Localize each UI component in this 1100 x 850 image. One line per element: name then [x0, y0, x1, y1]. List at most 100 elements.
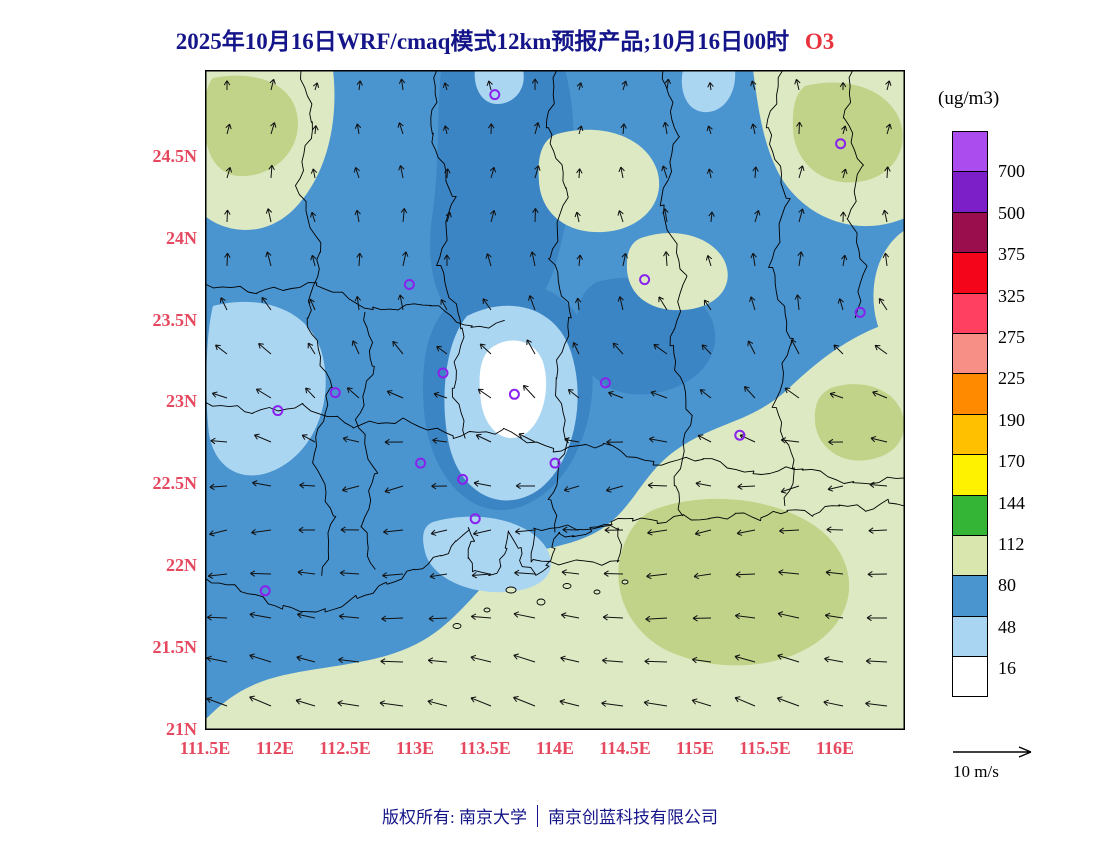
lon-tick-label: 113.5E	[459, 738, 511, 758]
wind-arrow-icon	[531, 78, 539, 91]
wind-arrow-icon	[780, 485, 800, 494]
wind-arrow-icon	[750, 252, 757, 267]
wind-arrow-icon	[737, 483, 756, 490]
wind-arrow-icon	[431, 482, 448, 490]
station-marker	[457, 473, 469, 485]
wind-arrow-icon	[346, 387, 360, 399]
copyright-left: 版权所有: 南京大学	[382, 808, 527, 827]
wind-arrow-icon	[353, 167, 360, 179]
wind-arrow-icon	[296, 655, 316, 663]
wind-arrow-icon	[268, 164, 275, 179]
coastal-islands	[452, 579, 629, 629]
wind-arrow-icon	[225, 123, 232, 135]
wind-legend-label: 10 m/s	[953, 762, 999, 781]
wind-arrow-icon	[397, 122, 404, 135]
wind-arrow-icon	[473, 480, 492, 487]
wind-legend-arrow-icon	[953, 746, 1032, 758]
wind-arrow-icon	[705, 255, 713, 267]
wind-arrow-icon	[574, 211, 581, 223]
island-outline	[593, 589, 601, 595]
wind-arrow-icon	[839, 82, 847, 91]
wind-arrow-icon	[489, 166, 497, 179]
station-marker	[734, 429, 746, 441]
wind-arrow-icon	[249, 695, 272, 707]
wind-arrow-icon	[794, 294, 802, 311]
wind-arrow-icon	[342, 436, 360, 443]
lat-tick-label: 24N	[166, 227, 197, 248]
copyright-footer: 版权所有: 南京大学 南京创蓝科技有限公司	[0, 803, 1100, 828]
wind-arrow-icon	[658, 296, 668, 311]
island-outline	[505, 586, 517, 594]
boundary-line	[354, 311, 379, 570]
wind-arrow-icon	[265, 208, 273, 223]
colorbar-tick-label: 112	[998, 534, 1025, 554]
wind-arrow-icon	[777, 611, 800, 619]
wind-arrow-icon	[663, 251, 670, 267]
wind-vectors	[206, 78, 892, 708]
wind-arrow-icon	[354, 296, 361, 311]
wind-arrow-icon	[485, 253, 492, 267]
wind-arrow-icon	[662, 208, 669, 223]
lat-tick-label: 22N	[166, 555, 197, 576]
wind-arrow-icon	[701, 344, 712, 355]
wind-arrow-icon	[576, 168, 583, 179]
colorbar-tick-label: 170	[998, 451, 1025, 472]
wind-arrow-icon	[618, 166, 625, 179]
wind-arrow-icon	[223, 80, 231, 90]
wind-arrow-icon	[297, 569, 316, 576]
wind-arrow-icon	[562, 526, 580, 533]
colorbar-cell	[952, 656, 988, 698]
title-text: 2025年10月16日WRF/cmaq模式12km预报产品;10月16日00时	[175, 29, 790, 54]
wind-arrow-icon	[736, 529, 756, 536]
wind-arrow-icon	[602, 614, 624, 621]
wind-arrow-icon	[837, 298, 844, 311]
wind-arrow-icon	[249, 653, 272, 663]
wind-arrow-icon	[444, 168, 451, 179]
wind-arrow-icon	[867, 571, 888, 578]
wind-arrow-icon	[214, 344, 228, 355]
wind-arrow-icon	[206, 655, 228, 663]
wind-arrow-icon	[567, 388, 580, 399]
wind-arrow-icon	[644, 658, 668, 665]
lat-tick-label: 22.5N	[152, 473, 198, 494]
wind-arrow-icon	[780, 437, 800, 444]
wind-arrow-icon	[470, 613, 492, 620]
wind-arrow-icon	[270, 122, 277, 135]
wind-arrow-icon	[445, 211, 452, 223]
wind-arrow-icon	[428, 615, 448, 622]
wind-arrow-icon	[664, 78, 672, 91]
wind-arrow-icon	[872, 390, 888, 399]
wind-arrow-icon	[754, 210, 761, 223]
lon-tick-label: 113E	[395, 738, 435, 758]
island-outline	[452, 623, 462, 629]
wind-arrow-icon	[825, 569, 844, 576]
station-marker	[835, 138, 847, 150]
station-markers	[259, 89, 866, 597]
wind-arrow-icon	[885, 123, 892, 135]
wind-arrow-icon	[206, 696, 228, 707]
wind-arrow-icon	[735, 571, 756, 578]
wind-arrow-icon	[699, 389, 712, 399]
wind-arrow-icon	[432, 437, 448, 444]
wind-arrow-icon	[706, 168, 714, 179]
wind-arrow-icon	[796, 121, 803, 135]
wind-arrow-icon	[442, 82, 450, 91]
wind-arrow-icon	[383, 528, 404, 535]
wind-arrow-icon	[617, 210, 624, 223]
boundary-line	[205, 282, 505, 329]
boundary-line	[205, 401, 905, 485]
station-marker	[469, 513, 481, 525]
wind-arrow-icon	[514, 569, 536, 577]
wind-arrow-icon	[708, 211, 715, 223]
wind-arrow-icon	[747, 340, 756, 355]
wind-arrow-icon	[261, 297, 272, 311]
colorbar-tick-label: 80	[998, 575, 1016, 596]
wind-arrow-icon	[384, 485, 404, 494]
station-marker	[437, 367, 449, 379]
wind-arrow-icon	[224, 209, 231, 223]
wind-arrow-icon	[620, 123, 627, 135]
lon-tick-label: 112.5E	[319, 738, 371, 758]
wind-arrow-icon	[662, 121, 669, 135]
wind-arrow-icon	[225, 166, 233, 179]
wind-arrow-icon	[210, 437, 228, 445]
